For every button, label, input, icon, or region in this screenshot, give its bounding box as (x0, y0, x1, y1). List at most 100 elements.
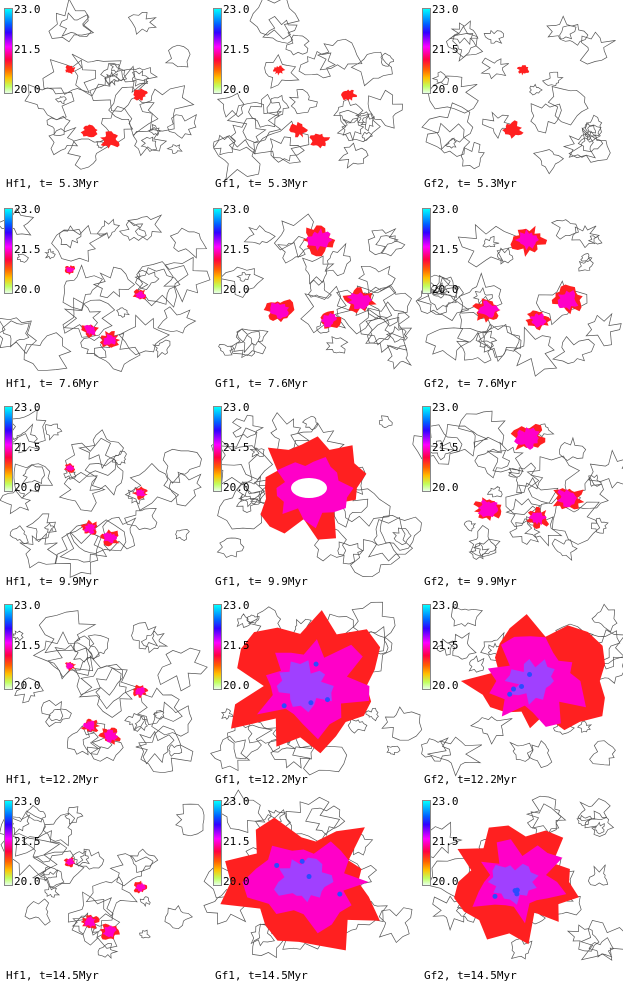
contour-line (439, 423, 489, 457)
dense-gas-region (309, 133, 331, 149)
contour-line (133, 267, 181, 305)
contour-line (386, 344, 412, 370)
colorbar-tick-max: 23.0 (432, 3, 459, 16)
contour-line (448, 20, 479, 46)
contour-line (236, 271, 251, 282)
contour-line (550, 219, 579, 240)
dense-gas-core (346, 292, 373, 310)
colorbar-tick-min: 20.0 (223, 679, 250, 692)
contour-line (559, 24, 589, 46)
column-density-panel: 23.0 21.5 20.0 Gf2, t= 5.3Myr (418, 0, 623, 197)
contour-line (262, 16, 298, 44)
contour-line (236, 475, 269, 502)
dense-gas-core (320, 312, 337, 328)
high-density-core (276, 660, 334, 713)
contour-line (308, 279, 332, 299)
contour-line (365, 315, 391, 344)
peak-density-spot (313, 661, 319, 667)
density-map (0, 207, 211, 372)
contour-line (381, 706, 423, 741)
colorbar-tick-min: 20.0 (223, 83, 250, 96)
contour-line (0, 810, 46, 857)
contour-line (217, 481, 272, 530)
panel-caption: Gf1, t= 7.6Myr (215, 377, 308, 390)
contour-line (39, 866, 59, 882)
contour-line (236, 328, 269, 354)
contour-line (54, 532, 102, 578)
contour-line (365, 707, 379, 722)
colorbar-tick-mid: 21.5 (432, 441, 459, 454)
dense-gas-core (65, 858, 75, 866)
contour-line (175, 803, 205, 837)
column-density-panel: 23.0 21.5 20.0 Gf2, t= 9.9Myr (412, 398, 623, 595)
contour-line (427, 736, 483, 777)
contour-line (305, 805, 346, 836)
contour-line (19, 532, 58, 569)
contour-line (118, 314, 170, 356)
contour-line (21, 464, 45, 485)
contour-line (133, 715, 148, 732)
contour-line (576, 814, 593, 826)
contour-line (248, 93, 282, 128)
contour-line (25, 513, 57, 541)
contour-line (457, 223, 517, 268)
contour-line (421, 102, 474, 150)
contour-line (266, 94, 290, 117)
contour-line (140, 630, 169, 654)
contour-line (85, 876, 138, 917)
colorbar-tick-min: 20.0 (432, 481, 459, 494)
contour-line (75, 848, 105, 870)
dense-gas-core (135, 882, 146, 892)
contour-line (17, 253, 29, 263)
contour-line (243, 225, 276, 245)
contour-line (316, 38, 363, 71)
contour-line (338, 142, 369, 169)
contour-line (14, 677, 44, 704)
contour-line (54, 96, 67, 105)
colorbar-tick-max: 23.0 (14, 599, 41, 612)
contour-line (48, 709, 64, 722)
contour-line (44, 423, 63, 441)
colorbar-tick-max: 23.0 (223, 401, 250, 414)
contour-line (162, 448, 202, 484)
contour-line (546, 15, 577, 40)
colorbar-tick-max: 23.0 (432, 203, 459, 216)
contour-line (584, 810, 615, 837)
contour-line (24, 898, 51, 926)
contour-line (505, 477, 559, 515)
colorbar-tick-min: 20.0 (223, 875, 250, 888)
contour-line (101, 105, 134, 144)
contour-line (386, 745, 401, 756)
contour-line (285, 34, 310, 56)
column-density-panel: 23.0 21.5 20.0 Hf1, t= 9.9Myr (0, 398, 206, 595)
contour-line (452, 33, 484, 62)
colorbar-tick-max: 23.0 (432, 401, 459, 414)
contour-line (474, 448, 511, 479)
contour-line (530, 103, 562, 134)
contour-line (235, 493, 259, 513)
dense-gas-core (103, 729, 118, 743)
colorbar-tick-min: 20.0 (14, 875, 41, 888)
contour-line (571, 225, 601, 249)
panel-caption: Gf2, t=12.2Myr (424, 773, 517, 786)
dense-gas-core (83, 324, 96, 336)
contour-line (124, 713, 145, 732)
contour-line (63, 299, 116, 338)
contour-line (588, 937, 615, 958)
contour-line (350, 51, 393, 87)
contour-line (587, 235, 603, 245)
contour-line (71, 912, 97, 935)
high-density-core (274, 857, 334, 903)
colorbar-tick-min: 20.0 (14, 481, 41, 494)
contour-line (168, 471, 202, 507)
contour-line (532, 149, 565, 175)
dense-gas-core (65, 662, 74, 670)
contour-line (127, 214, 163, 241)
high-density-core (487, 863, 539, 905)
contour-line (127, 11, 157, 35)
colorbar-tick-max: 23.0 (14, 203, 41, 216)
dense-gas-core (514, 427, 540, 450)
column-density-panel: 23.0 21.5 20.0 Gf2, t=12.2Myr (418, 596, 623, 793)
contour-line (89, 65, 149, 112)
